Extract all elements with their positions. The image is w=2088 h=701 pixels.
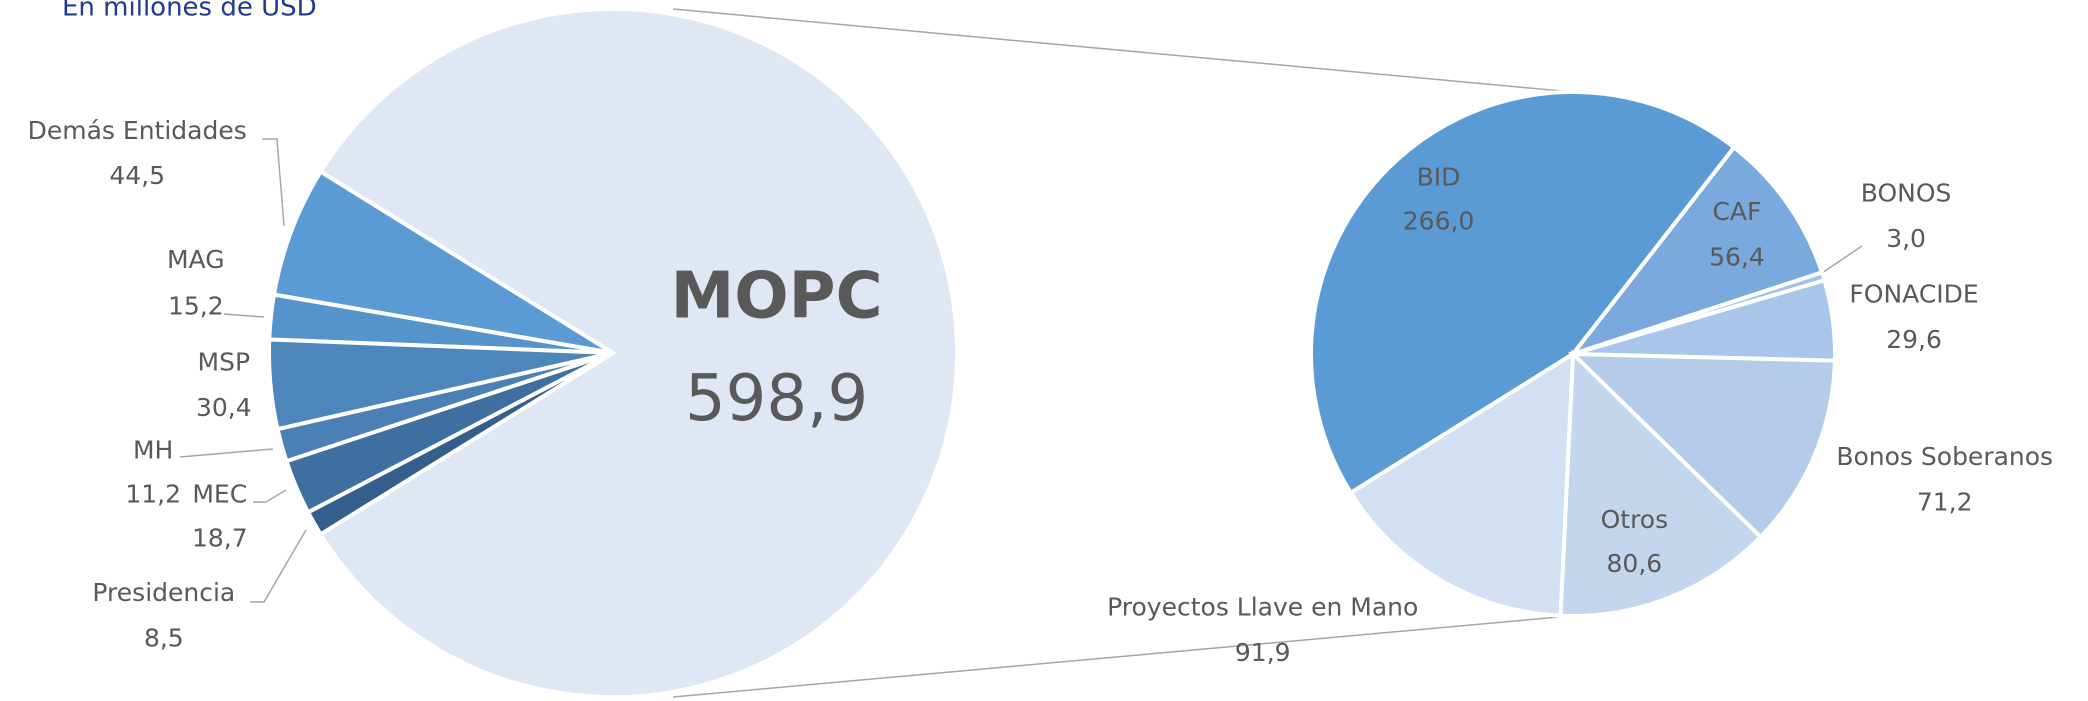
leader-line bbox=[262, 138, 285, 227]
slice-value-label: 18,7 bbox=[192, 523, 248, 552]
slice-value-label: 80,6 bbox=[1607, 549, 1663, 578]
slice-label: MH bbox=[133, 436, 173, 465]
slice-value-label: 91,9 bbox=[1235, 638, 1291, 667]
slice-label: MAG bbox=[167, 245, 225, 274]
slice-label: Presidencia bbox=[92, 578, 235, 607]
leader-line bbox=[1821, 245, 1863, 274]
slice-label: MEC bbox=[192, 480, 247, 509]
pie-slice bbox=[317, 7, 959, 699]
leader-line bbox=[250, 529, 307, 603]
slice-value-label: 3,0 bbox=[1886, 224, 1926, 253]
slice-label: Otros bbox=[1601, 505, 1669, 534]
slice-value-label: 11,2 bbox=[125, 480, 181, 509]
pie-slice bbox=[1567, 351, 1837, 540]
connector-line bbox=[672, 616, 1560, 698]
slice-value-label: 71,2 bbox=[1917, 487, 1973, 516]
leader-line bbox=[179, 448, 274, 458]
slice-label: Bonos Soberanos bbox=[1836, 442, 2053, 471]
slice-label: BONOS bbox=[1861, 178, 1952, 207]
leader-line bbox=[223, 313, 265, 318]
slice-label: Proyectos Llave en Mano bbox=[1107, 593, 1418, 622]
connector-line bbox=[672, 8, 1574, 93]
pie-slice bbox=[1308, 90, 1737, 496]
pie-slice bbox=[1348, 350, 1576, 618]
slice-value-label: 44,5 bbox=[109, 161, 165, 190]
slice-value-label: 15,2 bbox=[168, 292, 224, 321]
slice-value-label: 598,9 bbox=[685, 362, 868, 436]
slice-label: MOPC bbox=[671, 259, 883, 333]
slice-value-label: 30,4 bbox=[196, 393, 252, 422]
leader-line bbox=[253, 489, 287, 503]
slice-label: CAF bbox=[1712, 197, 1761, 226]
pie-slice bbox=[1567, 144, 1825, 358]
slice-value-label: 8,5 bbox=[144, 623, 184, 652]
slice-label: Demás Entidades bbox=[28, 116, 247, 145]
slice-value-label: 56,4 bbox=[1709, 242, 1765, 271]
chart-subtitle: En millones de USD bbox=[62, 0, 317, 23]
slice-value-label: 29,6 bbox=[1886, 325, 1942, 354]
slice-label: MSP bbox=[198, 348, 251, 377]
pie-slice bbox=[305, 351, 615, 538]
slice-label: FONACIDE bbox=[1849, 280, 1978, 309]
slice-label: BID bbox=[1417, 162, 1461, 191]
pie-slice bbox=[1558, 349, 1764, 618]
slice-value-label: 266,0 bbox=[1403, 206, 1475, 235]
leader-lines bbox=[179, 138, 1863, 603]
